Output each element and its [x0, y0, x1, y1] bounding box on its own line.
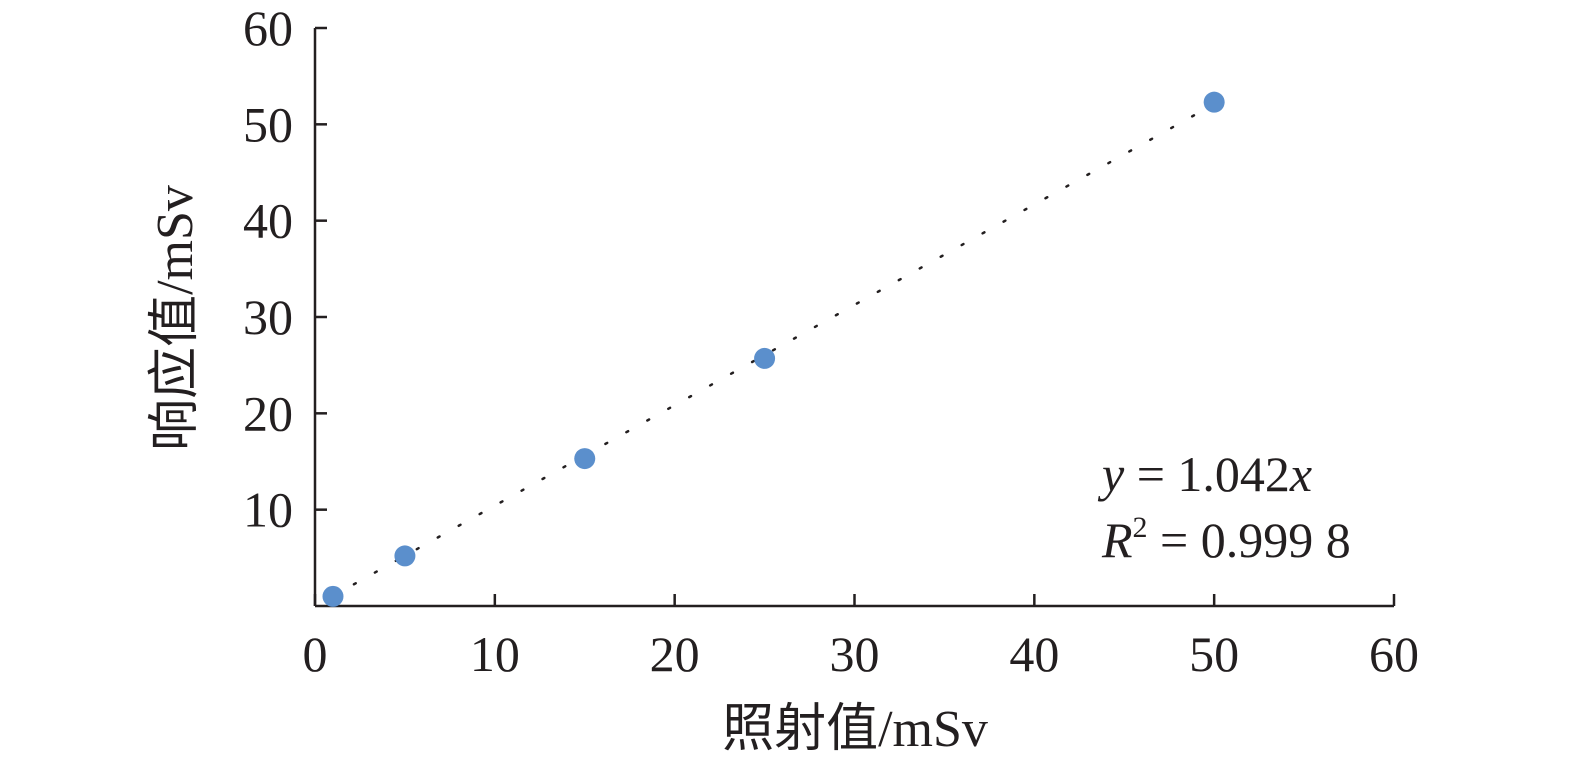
y-axis-title: 响应值/mSv: [147, 185, 204, 451]
data-point: [574, 448, 596, 470]
r-squared-symbol: R: [1101, 512, 1133, 568]
x-tick-label: 40: [1009, 626, 1059, 682]
equation-var: x: [1289, 446, 1312, 502]
r-squared-value: = 0.999 8: [1148, 512, 1351, 568]
data-points: [322, 91, 1225, 607]
data-point: [322, 585, 344, 607]
equation-lhs: y: [1097, 446, 1125, 502]
trendline-group: [331, 102, 1216, 598]
x-tick-labels: 0 10 20 30 40 50 60: [303, 626, 1420, 682]
y-tick-label: 30: [243, 289, 293, 345]
equation-rhs: = 1.042: [1124, 446, 1290, 502]
data-point: [754, 347, 776, 369]
y-tick-label: 40: [243, 193, 293, 249]
equation-annotation: y = 1.042x: [1097, 446, 1312, 502]
x-tick-label: 10: [470, 626, 520, 682]
x-tick-label: 50: [1189, 626, 1239, 682]
x-ticks: [313, 594, 1396, 606]
r-squared-superscript: 2: [1133, 511, 1148, 544]
r-squared-annotation: R2 = 0.999 8: [1101, 511, 1351, 568]
data-point: [1203, 91, 1225, 113]
y-tick-label: 50: [243, 96, 293, 152]
x-tick-label: 60: [1369, 626, 1419, 682]
y-tick-label: 20: [243, 385, 293, 441]
trendline: [331, 102, 1216, 598]
data-point: [394, 545, 416, 567]
x-tick-label: 30: [830, 626, 880, 682]
y-tick-label: 10: [243, 482, 293, 538]
x-tick-label: 20: [650, 626, 700, 682]
x-axis-title: 照射值/mSv: [722, 701, 988, 758]
y-ticks: [315, 26, 327, 511]
x-tick-label: 0: [303, 626, 328, 682]
y-tick-labels: 10 20 30 40 50 60: [243, 0, 293, 538]
y-tick-label: 60: [243, 0, 293, 56]
